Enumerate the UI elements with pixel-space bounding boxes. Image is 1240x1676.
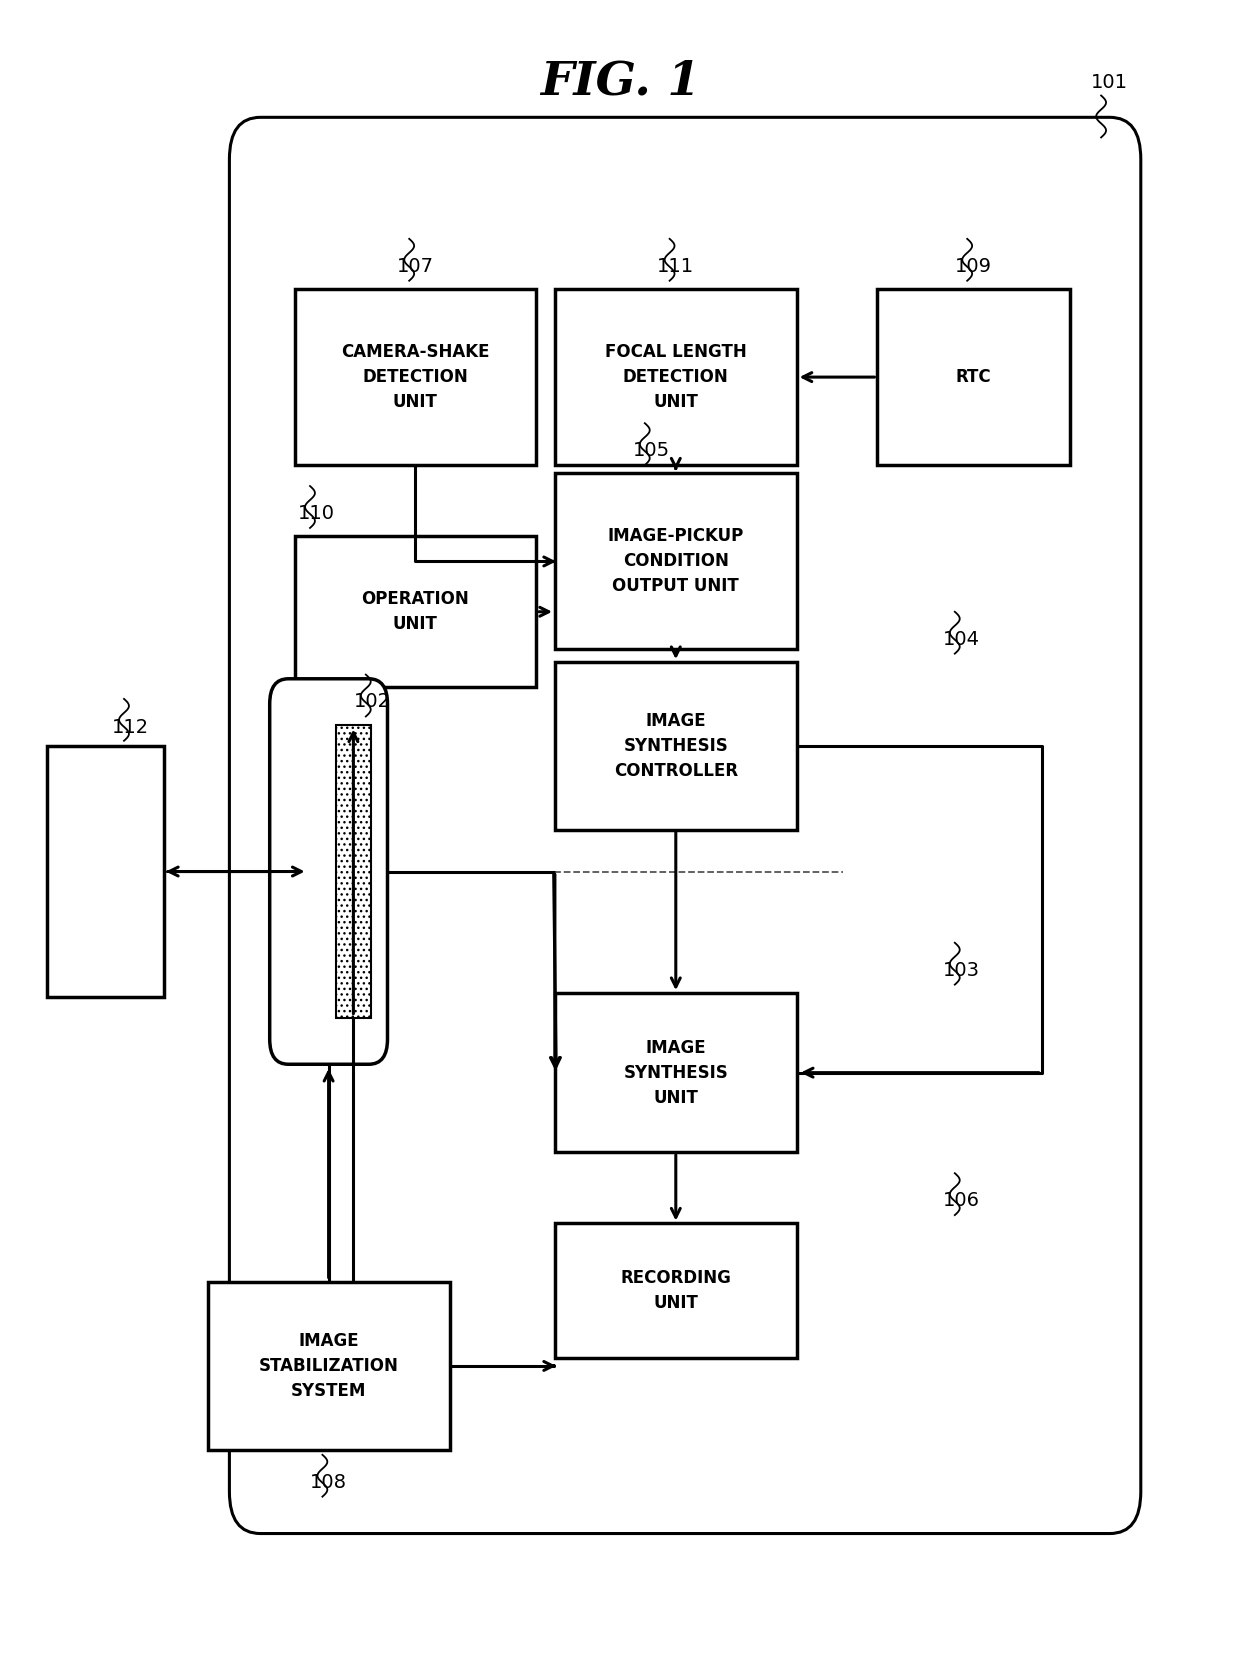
Text: 101: 101: [1091, 74, 1128, 92]
Bar: [556, 288, 797, 464]
Text: RECORDING
UNIT: RECORDING UNIT: [620, 1269, 732, 1312]
Bar: [295, 288, 536, 464]
Bar: [47, 746, 164, 997]
Text: FOCAL LENGTH
DETECTION
UNIT: FOCAL LENGTH DETECTION UNIT: [605, 344, 746, 411]
Text: 105: 105: [632, 441, 670, 459]
Text: 109: 109: [955, 256, 992, 275]
Bar: [878, 288, 1069, 464]
Bar: [556, 992, 797, 1153]
Text: 103: 103: [942, 960, 980, 979]
Text: IMAGE
SYNTHESIS
UNIT: IMAGE SYNTHESIS UNIT: [624, 1039, 728, 1106]
Text: 102: 102: [353, 692, 391, 711]
FancyBboxPatch shape: [270, 679, 387, 1064]
Bar: [556, 473, 797, 649]
Text: 112: 112: [112, 719, 149, 737]
FancyBboxPatch shape: [229, 117, 1141, 1534]
Text: CAMERA-SHAKE
DETECTION
UNIT: CAMERA-SHAKE DETECTION UNIT: [341, 344, 490, 411]
Text: 106: 106: [942, 1192, 980, 1210]
Text: FIG. 1: FIG. 1: [539, 59, 701, 104]
Text: 107: 107: [397, 256, 434, 275]
Text: IMAGE
SYNTHESIS
CONTROLLER: IMAGE SYNTHESIS CONTROLLER: [614, 712, 738, 779]
Bar: [556, 662, 797, 830]
Text: 104: 104: [942, 630, 980, 649]
Text: OPERATION
UNIT: OPERATION UNIT: [362, 590, 469, 634]
Text: RTC: RTC: [956, 369, 991, 385]
Text: IMAGE
STABILIZATION
SYSTEM: IMAGE STABILIZATION SYSTEM: [259, 1332, 398, 1399]
Text: IMAGE-PICKUP
CONDITION
OUTPUT UNIT: IMAGE-PICKUP CONDITION OUTPUT UNIT: [608, 528, 744, 595]
Bar: [208, 1282, 450, 1450]
Bar: [336, 726, 371, 1019]
Bar: [295, 536, 536, 687]
Text: 111: 111: [657, 256, 694, 275]
Bar: [556, 1223, 797, 1358]
Text: 108: 108: [310, 1473, 347, 1492]
Text: 110: 110: [298, 504, 335, 523]
